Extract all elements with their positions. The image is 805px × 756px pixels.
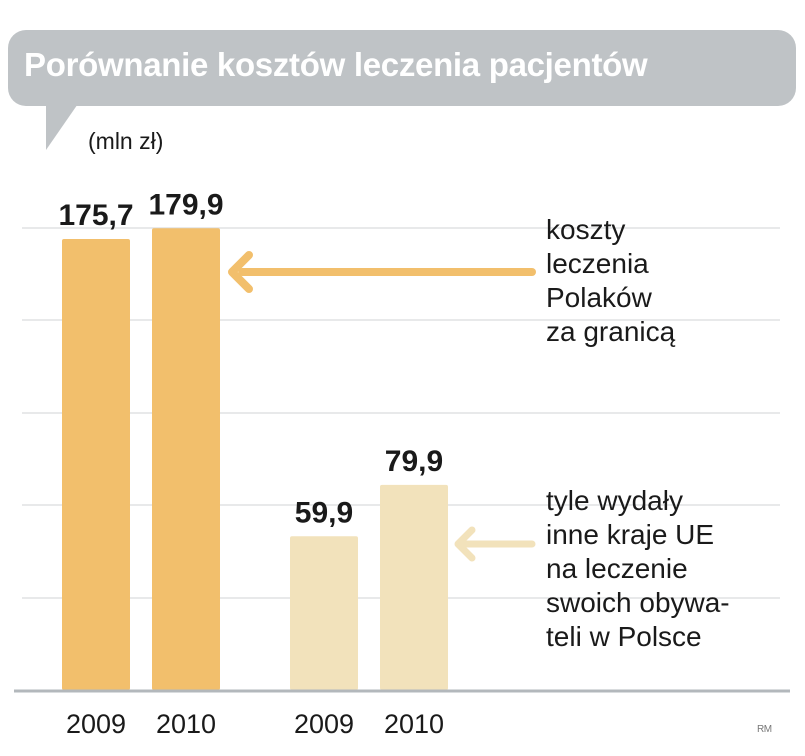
arrow-eu-spending-head	[454, 526, 476, 562]
chart-title: Porównanie kosztów leczenia pacjentów	[24, 46, 648, 83]
annotation-line: swoich obywa-	[546, 587, 730, 618]
x-tick-label: 2009	[294, 709, 354, 739]
data-label: 59,9	[295, 496, 353, 529]
annotation-eu-spending-in-poland: tyle wydały inne kraje UE na leczenie sw…	[546, 484, 730, 654]
annotation-line: inne kraje UE	[546, 519, 715, 550]
data-label: 79,9	[385, 445, 443, 478]
data-label: 175,7	[58, 199, 133, 232]
bar	[290, 536, 358, 690]
data-label: 179,9	[148, 188, 223, 221]
title-banner	[8, 30, 796, 106]
annotation-line: za granicą	[546, 316, 676, 347]
x-tick-label: 2009	[66, 709, 126, 739]
author-credit: RM	[757, 724, 772, 735]
title-banner-pointer	[46, 98, 82, 150]
bar	[152, 228, 220, 691]
annotation-line: na leczenie	[546, 553, 688, 584]
annotation-line: koszty	[546, 214, 626, 245]
unit-label: (mln zł)	[88, 128, 164, 154]
annotation-polish-costs-abroad: koszty leczenia Polaków za granicą	[546, 213, 675, 349]
annotation-line: teli w Polsce	[546, 621, 702, 652]
x-tick-label: 2010	[156, 709, 216, 739]
bar	[62, 239, 130, 690]
annotation-line: leczenia	[546, 248, 649, 279]
bar	[380, 484, 448, 690]
x-tick-label: 2010	[384, 709, 444, 739]
annotation-line: tyle wydały	[546, 485, 683, 516]
arrow-polish-costs-head	[228, 251, 253, 293]
annotation-line: Polaków	[546, 282, 652, 313]
